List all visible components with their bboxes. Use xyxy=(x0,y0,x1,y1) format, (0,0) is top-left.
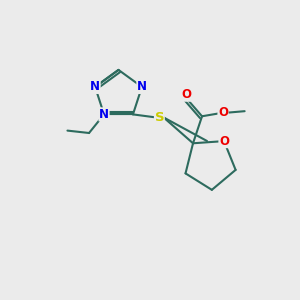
Text: O: O xyxy=(218,106,228,119)
Text: N: N xyxy=(99,108,109,121)
Text: N: N xyxy=(137,80,147,93)
Text: O: O xyxy=(182,88,191,101)
Text: S: S xyxy=(154,111,164,124)
Text: O: O xyxy=(219,135,229,148)
Text: N: N xyxy=(90,80,100,93)
